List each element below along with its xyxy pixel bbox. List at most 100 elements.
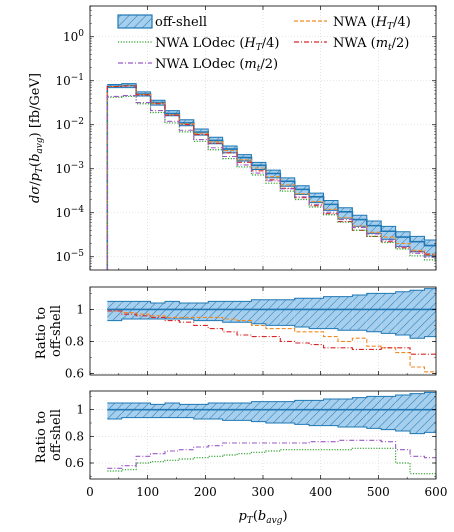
legend-entry-nwa-lodec-mt2: NWA LOdec (mt/2)	[118, 57, 278, 74]
ratio2-ylabel-line2: off-shell	[49, 409, 64, 461]
ratio1-band-bin-22	[424, 288, 436, 337]
ratio2-ytick-label-1: 0.8	[65, 429, 84, 443]
ratio1-ylabel-line1: Ratio to	[34, 307, 49, 359]
ratio1-band-bin-3	[150, 303, 165, 319]
x-axis-label: pT(bavg)	[238, 509, 287, 526]
ratio2-band-bin-10	[251, 401, 266, 422]
main-ytick-label-0: 10−5	[55, 249, 84, 264]
main-band-bin-17	[352, 215, 367, 227]
main-ytick-label-5: 100	[63, 29, 84, 44]
main-ytick-label-1: 10−4	[55, 205, 84, 220]
x-tick-label-0: 0	[86, 485, 94, 499]
legend-entry-nwa-ht4: NWA (HT/4)	[294, 15, 411, 32]
legend-label-nwa-lodec-mt2: NWA LOdec (mt/2)	[155, 57, 278, 74]
ratio1-band-bin-8	[222, 301, 238, 323]
ratio1-band-bin-20	[395, 291, 411, 335]
ratio1-band-bin-18	[366, 293, 382, 332]
ratio1-ylabel-line2: off-shell	[49, 305, 64, 357]
legend-label-nwa-mt2: NWA (mt/2)	[333, 36, 409, 53]
ratio1-band-bin-10	[251, 299, 266, 324]
ratio2-band-bin-6	[193, 404, 209, 419]
main-band-bin-22	[424, 240, 436, 256]
ratio1-xticks	[89, 287, 437, 375]
x-tick-label-4: 400	[309, 485, 332, 499]
ratio1-ytick-label-0: 0.6	[65, 366, 84, 380]
legend-label-nwa-ht4: NWA (HT/4)	[333, 15, 411, 32]
main-xticks	[89, 6, 437, 270]
ratio1-band-bin-13	[294, 298, 310, 327]
ratio1-band-bin-1	[121, 301, 137, 319]
main-band-bin-20	[395, 231, 411, 247]
ratio1-band-bin-4	[164, 301, 180, 319]
ratio2-xticks: 0 100 200 300 400 500 600	[86, 391, 447, 499]
ratio1-band	[107, 288, 436, 339]
ratio2-band-bin-19	[381, 396, 396, 430]
ratio2-yticks: 0.6 0.8 1	[65, 396, 436, 477]
ratio1-band-bin-21	[410, 290, 425, 339]
ratio2-series	[107, 408, 436, 475]
ratio2-band-lower-edge	[107, 417, 436, 435]
ratio1-band-bin-12	[280, 299, 295, 326]
ratio1-series-nwa-mt2	[107, 310, 436, 355]
legend-label-nwa-lodec-ht4: NWA LOdec (HT/4)	[155, 36, 280, 53]
ratio1-band-lower-edge	[107, 318, 436, 339]
ratio1-ylabel: Ratio to off-shell	[34, 303, 64, 359]
ratio2-band-bin-15	[323, 399, 338, 426]
ratio2-band-bin-5	[179, 404, 194, 418]
x-tick-label-3: 300	[252, 485, 275, 499]
main-panel: 10−5 10−4 10−3 10−2 10−1 100 off-shell NWA (H…	[28, 5, 437, 271]
main-band-bin-19	[381, 226, 396, 240]
ratio2-band-bin-11	[265, 401, 281, 423]
main-ytick-label-3: 10−2	[55, 117, 84, 132]
ratio-panel-1: 0.6 0.8 1 Ratio to off-shell	[34, 286, 437, 380]
ratio1-band-bin-9	[237, 301, 252, 323]
ratio2-band-bin-13	[294, 400, 310, 425]
ratio2-band-bin-17	[352, 397, 367, 427]
ratio2-ytick-label-0: 0.6	[65, 456, 84, 470]
ratio2-band-bin-8	[222, 403, 238, 421]
ratio1-band-bin-2	[136, 301, 151, 319]
ratio1-ytick-label-1: 0.8	[65, 334, 84, 348]
ratio1-band-bin-14	[309, 298, 324, 329]
ratio1-band-bin-6	[193, 303, 209, 321]
ratio2-band-upper-edge	[107, 391, 436, 405]
ratio1-series	[107, 308, 436, 373]
main-series-nwa-lodec-mt2	[106, 95, 436, 270]
ratio1-band-bin-11	[265, 299, 281, 326]
main-ytick-label-2: 10−3	[55, 161, 84, 176]
ratio2-band-bin-16	[337, 399, 353, 427]
main-series-nwa-lodec-ht4	[106, 95, 436, 270]
main-ytick-label-4: 10−1	[55, 73, 84, 88]
ratio1-ytick-label-2: 1	[76, 302, 84, 316]
ratio2-band-bin-21	[410, 393, 425, 434]
main-band	[107, 83, 436, 257]
ratio1-band-bin-16	[337, 296, 353, 331]
legend: off-shell NWA (HT/4) NWA LOdec (HT/4) NW…	[117, 14, 411, 74]
ratio2-band	[107, 391, 436, 435]
ratio2-band-bin-9	[237, 403, 252, 421]
main-band-bin-16	[337, 207, 353, 219]
ratio2-series-nwa-lodec-mt2	[107, 439, 436, 469]
x-tick-label-6: 600	[425, 485, 448, 499]
ratio-panel-2: 0.6 0.8 1 0 100 200 300 400 500 600 Ratio to off…	[34, 390, 447, 499]
ratio1-series-nwa-ht4	[107, 310, 436, 373]
ratio2-band-bin-14	[309, 400, 324, 426]
legend-label-off-shell: off-shell	[155, 15, 207, 30]
legend-swatch-off-shell	[117, 14, 153, 29]
main-band-bin-14	[309, 193, 324, 203]
main-band-bin-21	[410, 236, 425, 252]
ratio2-band-bin-12	[280, 401, 295, 423]
legend-entry-nwa-lodec-ht4: NWA LOdec (HT/4)	[118, 36, 280, 53]
ratio2-band-bin-20	[395, 395, 411, 431]
ratio1-band-bin-17	[352, 295, 367, 331]
ratio1-band-upper-edge	[107, 288, 436, 304]
main-series	[106, 84, 436, 270]
ratio2-ylabel: Ratio to off-shell	[34, 407, 64, 463]
ratio2-band-bin-7	[208, 403, 223, 419]
legend-entry-nwa-mt2: NWA (mt/2)	[294, 36, 409, 53]
legend-entry-off-shell: off-shell	[117, 14, 207, 30]
ratio2-ytick-label-2: 1	[76, 403, 84, 417]
ratio1-band-bin-19	[381, 293, 396, 334]
ratio2-band-bin-18	[366, 396, 382, 429]
